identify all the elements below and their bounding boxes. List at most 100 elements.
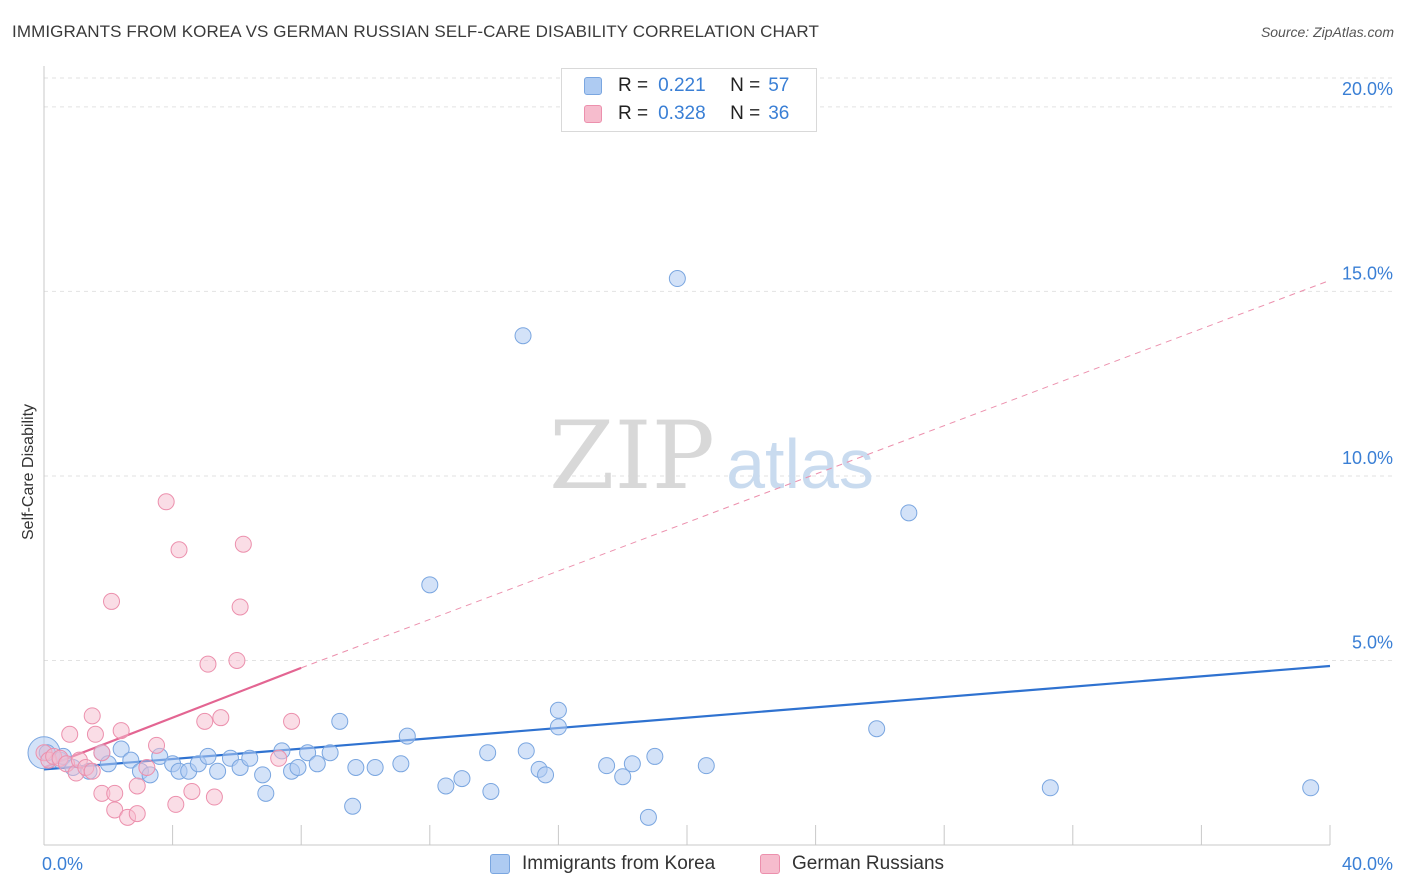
korea-point [868,720,886,738]
trend-line-german-russians [43,666,302,769]
bottom-legend-label-korea: Immigrants from Korea [522,853,716,874]
german-russian-point [128,777,146,795]
legend: R = 0.221 N = 57 R = 0.328 N = 36 [561,68,817,132]
grid-lines [44,77,1392,661]
german-russian-point [170,541,188,559]
german-russian-point [83,762,101,780]
legend-r-value-korea: 0.221 [658,75,706,96]
source-label: Source: ZipAtlas.com [1260,24,1394,40]
korea-point [453,770,471,788]
german-russian-point [106,784,124,802]
korea-point [598,757,616,775]
german-russian-point [61,725,79,743]
legend-row-german-russians: R = 0.328 N = 36 [584,101,789,127]
korea-point [299,744,317,762]
german-russian-point [199,655,217,673]
legend-row-korea: R = 0.221 N = 57 [584,73,789,99]
german-russian-point [212,709,230,727]
korea-point [646,747,664,765]
trend-line-korea [43,664,1331,771]
german-russian-point [228,651,246,669]
german-russian-point [106,801,124,819]
german-russian-point [128,805,146,823]
legend-r-label: R = [618,103,649,124]
german-russian-point [234,535,252,553]
korea-point [421,576,439,594]
korea-point [623,755,641,773]
korea-point [331,712,349,730]
bottom-legend-label-german-russians: German Russians [792,853,945,874]
korea-point [537,766,555,784]
korea-point [697,757,715,775]
german-russian-point [103,592,121,610]
german-russian-point [283,712,301,730]
korea-point [482,782,500,800]
watermark-zip: ZIP [549,402,715,511]
trend-lines [43,279,1331,771]
korea-point [199,747,217,765]
korea-point [549,718,567,736]
axes [43,66,1331,846]
watermark-atlas: atlas [726,425,874,503]
german-russian-point [138,759,156,776]
bottom-legend-korea: Immigrants from Korea [490,850,715,878]
y-axis-label: Self-Care Disability [20,403,37,540]
x-tick-label-max: 40.0% [1342,854,1393,874]
legend-r-label: R = [618,75,649,96]
german-russian-point [112,722,130,740]
korea-point [257,784,275,802]
korea-point [344,797,362,815]
korea-point [392,755,410,773]
bottom-legend-swatch-korea [490,854,510,874]
korea-point [1041,779,1059,797]
y-tick-label: 5.0% [1352,632,1393,652]
korea-point [289,759,307,776]
korea-point [639,808,657,826]
german-russian-point [205,788,223,806]
legend-swatch-korea [584,77,602,95]
german-russian-point [157,493,175,511]
tick-labels: 5.0% 10.0% 15.0% 20.0% 0.0% 40.0% [42,79,1393,874]
y-tick-label: 20.0% [1342,79,1393,99]
korea-point [209,762,227,780]
german-russian-point [183,782,201,800]
x-tick-label-min: 0.0% [42,854,83,874]
german-russian-point [93,744,111,762]
data-points [27,270,1320,826]
bottom-legend-swatch-german-russians [760,854,780,874]
korea-point [668,270,686,288]
korea-point [112,740,130,758]
german-russian-point [167,795,185,813]
bottom-legend-german-russians: German Russians [760,850,944,878]
legend-n-value-korea: 57 [768,75,790,96]
korea-point [514,327,532,345]
trend-line-german-russians-extended [301,279,1331,669]
legend-n-label: N = [730,75,761,96]
legend-r-value-german-russians: 0.328 [658,103,706,124]
korea-point [1302,779,1320,797]
korea-point [614,768,632,786]
legend-n-label: N = [730,103,761,124]
german-russian-point [196,712,214,730]
y-tick-label: 15.0% [1342,263,1393,283]
legend-swatch-german-russians [584,105,602,123]
korea-point [122,751,140,769]
korea-point [517,742,535,760]
chart-title: IMMIGRANTS FROM KOREA VS GERMAN RUSSIAN … [12,22,819,41]
korea-point [900,504,918,522]
korea-point [549,701,567,719]
german-russian-point [270,749,288,767]
korea-point [308,755,326,773]
korea-point [241,749,259,767]
watermark: ZIP atlas [549,402,874,511]
german-russian-point [86,725,104,743]
german-russian-point [231,598,249,616]
korea-point [254,766,272,784]
german-russian-point [148,736,166,754]
german-russian-point [83,707,101,725]
korea-point [398,727,416,745]
korea-point [347,759,365,776]
korea-point [479,744,497,762]
korea-point [321,744,339,762]
